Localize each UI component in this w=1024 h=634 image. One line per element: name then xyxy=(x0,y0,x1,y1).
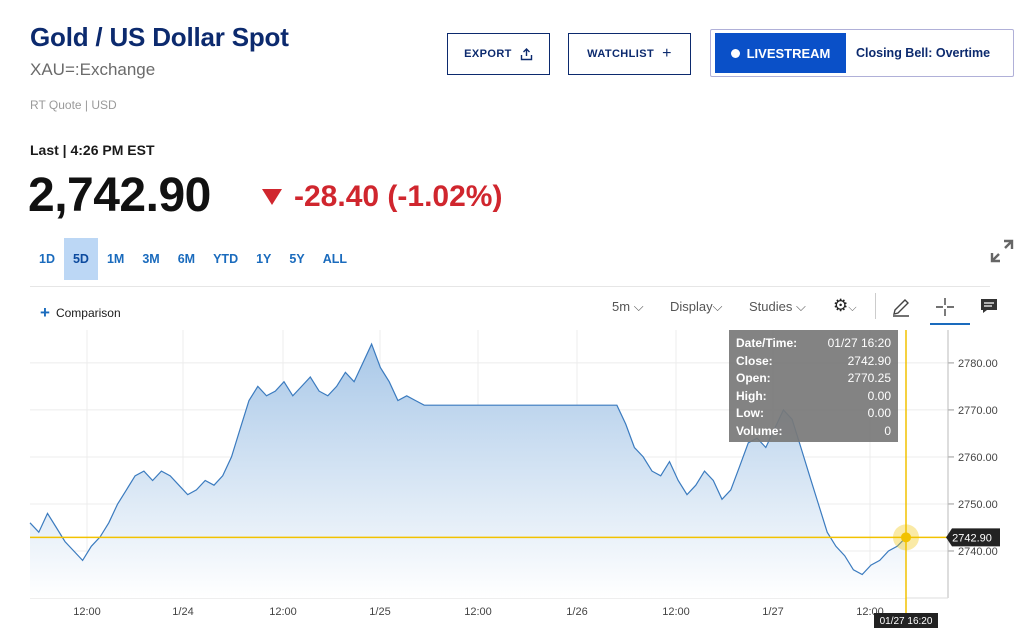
quote-type-label: RT Quote | USD xyxy=(30,98,117,112)
tooltip-label: Volume: xyxy=(736,423,783,438)
price-change-value: -28.40 (-1.02%) xyxy=(294,180,503,213)
watchlist-button[interactable]: WATCHLIST + xyxy=(568,33,691,75)
range-5d[interactable]: 5D xyxy=(63,238,98,280)
x-tick-label: 1/25 xyxy=(369,606,390,618)
tooltip-value: 2770.25 xyxy=(847,371,891,385)
x-tick-label: 1/24 xyxy=(172,606,193,618)
last-trade-time: Last | 4:26 PM EST xyxy=(30,142,155,158)
tooltip-value: 0.00 xyxy=(867,406,891,420)
tooltip-label: High: xyxy=(736,388,767,403)
livestream-badge[interactable]: LIVESTREAM xyxy=(715,33,846,73)
live-dot-icon xyxy=(730,48,740,58)
tooltip-label: Open: xyxy=(736,371,771,385)
tooltip-label: Close: xyxy=(736,353,773,368)
tooltip-value: 01/27 16:20 xyxy=(827,336,891,350)
tooltip-row: Low: 0.00 xyxy=(736,405,891,423)
chevron-down-icon: ⌵ xyxy=(712,299,723,314)
plus-icon: + xyxy=(662,45,672,62)
comment-icon[interactable] xyxy=(979,296,999,316)
page-title: Gold / US Dollar Spot xyxy=(30,22,289,52)
range-1m[interactable]: 1M xyxy=(106,252,125,266)
settings-dropdown[interactable]: ⚙⌵ xyxy=(833,296,857,316)
chevron-down-icon: ⌵ xyxy=(848,302,857,314)
toolbar-divider xyxy=(875,293,876,319)
range-3m[interactable]: 3M xyxy=(142,252,160,266)
gear-icon: ⚙ xyxy=(833,296,849,315)
tooltip-row: Volume: 0 xyxy=(736,423,891,441)
current-value-label: 2742.90 xyxy=(952,532,992,544)
y-tick-label: 2770.00 xyxy=(958,405,998,417)
export-button[interactable]: EXPORT xyxy=(447,33,550,75)
livestream-banner[interactable]: LIVESTREAM Closing Bell: Overtime xyxy=(710,29,1014,77)
interval-dropdown[interactable]: 5m ⌵ xyxy=(612,299,644,315)
crosshair-point xyxy=(901,532,911,543)
crosshair-icon[interactable] xyxy=(934,296,956,318)
watchlist-button-label: WATCHLIST xyxy=(587,48,655,60)
tooltip-label: Date/Time: xyxy=(736,336,798,350)
x-tick-label: 12:00 xyxy=(662,606,690,618)
share-icon xyxy=(520,47,533,60)
current-value-tag xyxy=(946,528,1000,547)
x-tick-label: 1/26 xyxy=(566,606,587,618)
crosshair-x-label: 01/27 16:20 xyxy=(880,616,933,627)
tooltip-value: 2742.90 xyxy=(847,353,891,368)
y-tick-label: 2740.00 xyxy=(958,546,998,558)
last-price: 2,742.90 xyxy=(28,169,211,222)
series-area xyxy=(30,344,906,598)
down-arrow-icon xyxy=(262,189,282,205)
x-tick-label: 1/27 xyxy=(762,606,783,618)
chevron-down-icon: ⌵ xyxy=(796,299,806,314)
range-ytd[interactable]: YTD xyxy=(213,252,239,266)
tooltip-row: Date/Time: 01/27 16:20 xyxy=(736,335,891,353)
time-range-selector: 1D 5D 1M 3M 6M YTD 1Y 5Y ALL xyxy=(30,238,356,280)
exchange-label: XAU=:Exchange xyxy=(30,60,156,79)
chevron-down-icon: ⌵ xyxy=(633,299,644,314)
y-tick-label: 2750.00 xyxy=(958,499,998,511)
divider xyxy=(30,286,990,287)
range-1y[interactable]: 1Y xyxy=(256,252,272,266)
studies-label: Studies xyxy=(749,299,793,314)
tooltip-row: Close: 2742.90 xyxy=(736,353,891,371)
pencil-icon[interactable] xyxy=(890,296,912,318)
range-6m[interactable]: 6M xyxy=(177,252,196,266)
tooltip-row: High: 0.00 xyxy=(736,388,891,406)
studies-dropdown[interactable]: Studies ⌵ xyxy=(749,299,806,315)
display-label: Display xyxy=(670,299,713,314)
expand-icon[interactable] xyxy=(988,237,1016,265)
range-5y[interactable]: 5Y xyxy=(289,252,305,266)
price-change: -28.40 (-1.02%) xyxy=(262,180,502,214)
livestream-show-title[interactable]: Closing Bell: Overtime xyxy=(856,46,991,60)
range-1d[interactable]: 1D xyxy=(39,252,55,266)
x-tick-label: 12:00 xyxy=(269,606,297,618)
range-all[interactable]: ALL xyxy=(322,252,347,266)
comparison-label: Comparison xyxy=(55,306,121,320)
export-button-label: EXPORT xyxy=(464,48,512,60)
y-tick-label: 2780.00 xyxy=(958,358,998,370)
x-tick-label: 12:00 xyxy=(73,606,101,618)
tooltip-label: Low: xyxy=(736,406,764,420)
tooltip-row: Open: 2770.25 xyxy=(736,370,891,388)
interval-value: 5m xyxy=(612,299,631,314)
y-tick-label: 2760.00 xyxy=(958,452,998,464)
plus-icon: + xyxy=(40,303,50,322)
x-tick-label: 12:00 xyxy=(464,606,492,618)
tooltip-value: 0 xyxy=(884,423,891,438)
comparison-button[interactable]: + Comparison xyxy=(40,303,121,323)
crosshair-active-indicator xyxy=(930,323,970,325)
chart-tooltip: Date/Time: 01/27 16:20 Close: 2742.90 Open: 2… xyxy=(729,330,898,442)
livestream-label: LIVESTREAM xyxy=(746,45,831,61)
tooltip-value: 0.00 xyxy=(867,388,891,403)
display-dropdown[interactable]: Display⌵ xyxy=(670,299,722,315)
crosshair-x-tag xyxy=(874,613,938,628)
